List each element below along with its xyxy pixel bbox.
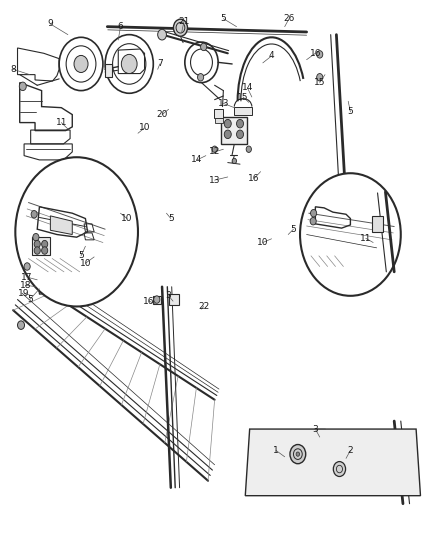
Text: 5: 5 [290, 225, 297, 233]
Text: 26: 26 [283, 14, 295, 23]
Text: 14: 14 [191, 156, 203, 164]
Circle shape [74, 55, 88, 72]
Text: 20: 20 [156, 110, 168, 119]
Circle shape [232, 158, 237, 164]
Circle shape [296, 452, 300, 456]
Text: 21: 21 [178, 17, 190, 26]
Text: 13: 13 [218, 99, 229, 108]
Text: 13: 13 [209, 176, 220, 184]
Polygon shape [214, 109, 223, 118]
Circle shape [290, 445, 306, 464]
Polygon shape [39, 285, 50, 294]
Text: 22: 22 [198, 302, 209, 311]
Text: 17: 17 [21, 273, 33, 281]
Text: 11: 11 [360, 234, 371, 243]
Text: 16: 16 [248, 174, 260, 183]
Circle shape [121, 54, 137, 74]
Polygon shape [50, 216, 72, 235]
Text: 3: 3 [166, 292, 172, 300]
Text: 5: 5 [27, 295, 33, 304]
Circle shape [224, 130, 231, 139]
Text: 4: 4 [269, 52, 274, 60]
Polygon shape [32, 237, 50, 255]
Circle shape [42, 240, 48, 248]
Circle shape [24, 263, 30, 270]
Text: 15: 15 [237, 93, 249, 101]
Text: 18: 18 [20, 281, 31, 289]
Text: 10: 10 [80, 259, 91, 268]
Circle shape [158, 29, 166, 40]
Polygon shape [372, 216, 383, 232]
Text: 19: 19 [18, 289, 30, 298]
Circle shape [34, 240, 40, 248]
Circle shape [333, 462, 346, 477]
Polygon shape [221, 117, 247, 144]
Text: 11: 11 [56, 118, 67, 127]
Text: 3: 3 [312, 425, 318, 433]
Text: 10: 10 [121, 214, 133, 223]
Circle shape [31, 211, 37, 218]
Polygon shape [234, 107, 252, 115]
Text: 8: 8 [10, 65, 16, 74]
Circle shape [317, 74, 323, 81]
Circle shape [212, 146, 217, 152]
Polygon shape [153, 296, 161, 304]
Circle shape [18, 321, 25, 329]
Circle shape [237, 130, 244, 139]
Text: 9: 9 [47, 20, 53, 28]
Circle shape [34, 247, 40, 254]
Circle shape [310, 217, 316, 225]
Circle shape [33, 233, 39, 241]
Circle shape [154, 296, 160, 303]
Text: 5: 5 [78, 252, 84, 260]
Text: 7: 7 [157, 60, 163, 68]
Circle shape [317, 51, 323, 58]
Polygon shape [105, 64, 112, 77]
Circle shape [237, 119, 244, 128]
Circle shape [173, 19, 187, 36]
Text: 16: 16 [143, 297, 155, 305]
Circle shape [198, 74, 204, 81]
Circle shape [15, 157, 138, 306]
Text: 6: 6 [117, 22, 124, 31]
Text: 5: 5 [168, 214, 174, 223]
Text: 16: 16 [310, 49, 321, 58]
Polygon shape [245, 429, 420, 496]
Text: 14: 14 [242, 84, 253, 92]
Text: 1: 1 [273, 446, 279, 455]
Circle shape [311, 209, 317, 217]
Text: 5: 5 [220, 14, 226, 23]
Circle shape [300, 173, 401, 296]
Text: 5: 5 [347, 108, 353, 116]
Text: 10: 10 [139, 124, 150, 132]
Text: 12: 12 [209, 148, 220, 156]
Circle shape [246, 146, 251, 152]
Circle shape [19, 82, 26, 91]
Text: 10: 10 [257, 238, 268, 247]
Polygon shape [215, 118, 223, 123]
Circle shape [201, 43, 207, 51]
Polygon shape [169, 294, 179, 305]
Text: 15: 15 [314, 78, 325, 87]
Text: 2: 2 [348, 446, 353, 455]
Circle shape [224, 119, 231, 128]
Circle shape [42, 247, 48, 254]
